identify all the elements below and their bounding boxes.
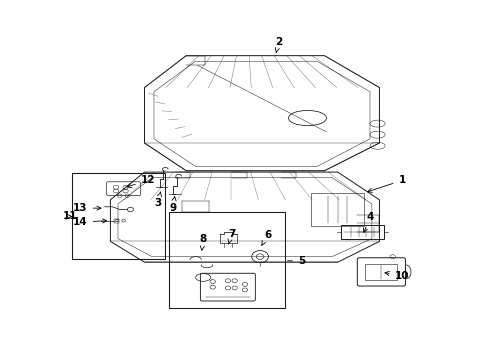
- Text: 7: 7: [227, 229, 235, 244]
- Bar: [340, 225, 384, 239]
- Text: 10: 10: [384, 271, 408, 281]
- Bar: [72, 174, 165, 260]
- Text: 3: 3: [154, 192, 161, 208]
- Bar: [169, 212, 284, 308]
- Text: 9: 9: [169, 197, 176, 213]
- Bar: [365, 264, 397, 280]
- Bar: [114, 219, 119, 222]
- Text: 8: 8: [199, 234, 206, 250]
- Text: 6: 6: [261, 230, 271, 246]
- Text: 13: 13: [73, 203, 101, 213]
- Text: 14: 14: [73, 217, 106, 227]
- Bar: [310, 193, 364, 226]
- Text: 12: 12: [127, 175, 155, 188]
- Text: 4: 4: [363, 212, 373, 233]
- Text: 2: 2: [275, 36, 282, 52]
- Text: 11: 11: [63, 211, 78, 221]
- Text: 5: 5: [287, 256, 305, 266]
- Text: 1: 1: [367, 175, 405, 192]
